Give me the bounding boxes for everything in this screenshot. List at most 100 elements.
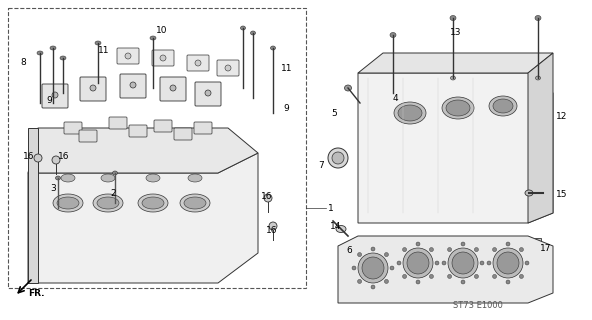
Ellipse shape — [240, 26, 246, 30]
Circle shape — [448, 275, 452, 278]
Ellipse shape — [97, 197, 119, 209]
FancyBboxPatch shape — [195, 82, 221, 106]
Ellipse shape — [450, 15, 456, 20]
Ellipse shape — [328, 148, 348, 168]
Text: 5: 5 — [331, 108, 337, 117]
FancyBboxPatch shape — [109, 117, 127, 129]
Circle shape — [435, 261, 439, 265]
FancyBboxPatch shape — [194, 122, 212, 134]
Ellipse shape — [336, 226, 346, 233]
Circle shape — [225, 65, 231, 71]
Circle shape — [442, 261, 446, 265]
Text: 1: 1 — [328, 204, 334, 212]
Text: FR.: FR. — [28, 289, 44, 298]
Circle shape — [429, 248, 433, 252]
Text: 17: 17 — [540, 244, 552, 252]
Ellipse shape — [93, 194, 123, 212]
Text: 6: 6 — [346, 245, 352, 254]
FancyBboxPatch shape — [117, 48, 139, 64]
Ellipse shape — [493, 99, 513, 113]
Circle shape — [407, 252, 429, 274]
Ellipse shape — [101, 174, 115, 182]
Text: 10: 10 — [156, 26, 168, 35]
FancyBboxPatch shape — [79, 130, 97, 142]
Circle shape — [269, 222, 277, 230]
Circle shape — [358, 252, 362, 257]
Circle shape — [416, 280, 420, 284]
Ellipse shape — [390, 33, 396, 37]
Text: 9: 9 — [46, 95, 52, 105]
FancyBboxPatch shape — [120, 74, 146, 98]
Circle shape — [416, 242, 420, 246]
Circle shape — [390, 266, 394, 270]
Ellipse shape — [50, 46, 56, 50]
Ellipse shape — [398, 105, 422, 121]
FancyBboxPatch shape — [152, 50, 174, 66]
Circle shape — [493, 248, 523, 278]
Ellipse shape — [146, 174, 160, 182]
Ellipse shape — [271, 46, 275, 50]
Bar — [535, 238, 541, 254]
Polygon shape — [28, 128, 258, 173]
Ellipse shape — [188, 174, 202, 182]
FancyBboxPatch shape — [154, 120, 172, 132]
Text: 13: 13 — [450, 28, 462, 36]
FancyBboxPatch shape — [64, 122, 82, 134]
Polygon shape — [358, 53, 553, 73]
Circle shape — [125, 53, 131, 59]
Ellipse shape — [37, 51, 43, 55]
Circle shape — [371, 285, 375, 289]
Polygon shape — [28, 153, 258, 283]
Circle shape — [506, 280, 510, 284]
Circle shape — [195, 60, 201, 66]
Text: 4: 4 — [393, 93, 398, 102]
Circle shape — [461, 242, 465, 246]
Circle shape — [34, 154, 42, 162]
Text: 7: 7 — [318, 161, 324, 170]
Text: 16: 16 — [266, 226, 278, 235]
Polygon shape — [528, 53, 553, 223]
Circle shape — [525, 261, 529, 265]
Text: 2: 2 — [110, 188, 115, 197]
Polygon shape — [28, 128, 38, 283]
FancyBboxPatch shape — [187, 55, 209, 71]
Ellipse shape — [138, 194, 168, 212]
Circle shape — [474, 248, 478, 252]
FancyBboxPatch shape — [217, 60, 239, 76]
Text: ST73 E1000: ST73 E1000 — [453, 301, 503, 310]
Circle shape — [362, 257, 384, 279]
Ellipse shape — [250, 31, 256, 35]
Text: 14: 14 — [330, 221, 342, 230]
Circle shape — [52, 156, 60, 164]
Ellipse shape — [95, 41, 101, 45]
Ellipse shape — [184, 197, 206, 209]
Ellipse shape — [536, 76, 540, 80]
Ellipse shape — [150, 36, 156, 40]
Circle shape — [384, 279, 388, 284]
Text: 11: 11 — [98, 45, 110, 54]
Circle shape — [90, 85, 96, 91]
Circle shape — [397, 261, 401, 265]
Text: 12: 12 — [556, 111, 567, 121]
Circle shape — [448, 248, 452, 252]
Ellipse shape — [60, 56, 66, 60]
Circle shape — [497, 252, 519, 274]
Circle shape — [371, 247, 375, 251]
Circle shape — [519, 248, 523, 252]
Circle shape — [384, 252, 388, 257]
Ellipse shape — [535, 15, 541, 20]
Circle shape — [160, 55, 166, 61]
Circle shape — [52, 92, 58, 98]
Circle shape — [358, 253, 388, 283]
Text: 3: 3 — [50, 183, 56, 193]
Ellipse shape — [56, 176, 60, 180]
Circle shape — [474, 275, 478, 278]
Circle shape — [170, 85, 176, 91]
Ellipse shape — [442, 97, 474, 119]
Ellipse shape — [345, 85, 352, 91]
Text: 9: 9 — [283, 103, 289, 113]
Circle shape — [493, 248, 497, 252]
Circle shape — [519, 275, 523, 278]
Text: 16: 16 — [58, 151, 69, 161]
Ellipse shape — [451, 76, 455, 80]
